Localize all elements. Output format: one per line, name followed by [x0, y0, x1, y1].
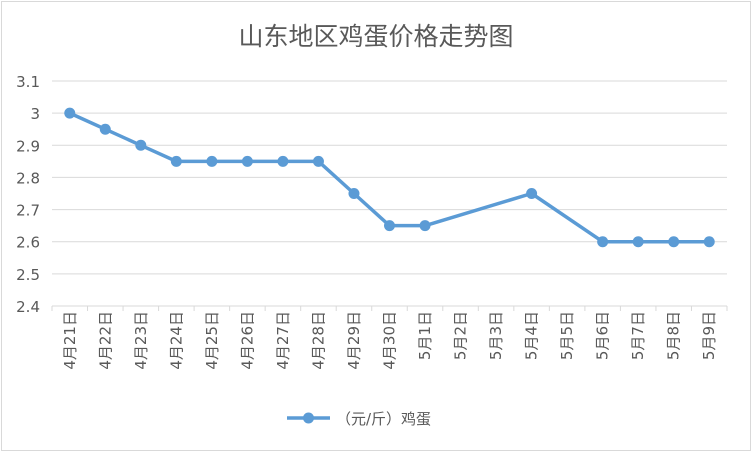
y-tick-label: 2.7: [16, 202, 40, 220]
data-point: [703, 236, 715, 248]
data-point: [312, 155, 324, 167]
x-tick-label: 4月24日: [167, 311, 185, 370]
data-point: [668, 236, 680, 248]
y-tick-label: 2.5: [16, 266, 40, 284]
x-tick-label: 4月26日: [238, 311, 256, 370]
legend-label: （元/斤）鸡蛋: [336, 410, 431, 428]
series-group: [64, 107, 715, 248]
y-tick-label: 2.6: [16, 234, 40, 252]
x-tick-label: 4月27日: [274, 311, 292, 370]
chart-title: 山东地区鸡蛋价格走势图: [238, 22, 513, 51]
x-tick-label: 5月7日: [629, 311, 647, 360]
data-point: [419, 220, 431, 232]
y-tick-label: 3.1: [16, 73, 40, 91]
x-tick-label: 4月23日: [132, 311, 150, 370]
x-tick-label: 4月30日: [381, 311, 399, 370]
legend: （元/斤）鸡蛋: [287, 410, 431, 428]
data-point: [632, 236, 644, 248]
x-tick-label: 5月3日: [487, 311, 505, 360]
data-point: [384, 220, 395, 232]
data-point: [99, 123, 111, 135]
data-point: [348, 188, 360, 199]
data-point: [170, 155, 182, 167]
x-tick-label: 5月8日: [665, 311, 683, 360]
data-point: [64, 107, 76, 119]
series-line: [69, 111, 710, 244]
x-tick-label: 5月4日: [523, 311, 541, 360]
x-tick-label: 5月9日: [700, 311, 718, 360]
x-tick-label: 4月21日: [61, 311, 79, 370]
data-point: [597, 236, 609, 248]
y-tick-label: 3: [30, 105, 40, 123]
x-tick-label: 4月22日: [96, 311, 114, 370]
legend-marker: [303, 412, 314, 424]
x-tick-label: 5月1日: [416, 311, 434, 360]
x-tick-label: 5月6日: [594, 311, 612, 360]
gridlines: [51, 80, 728, 311]
x-tick-label: 4月28日: [309, 311, 327, 370]
y-tick-label: 2.8: [16, 169, 40, 187]
x-tick-label: 5月2日: [452, 311, 470, 360]
data-point: [135, 139, 147, 151]
data-point: [277, 155, 289, 167]
y-tick-label: 2.4: [16, 298, 40, 316]
data-point: [526, 188, 538, 199]
data-point: [206, 155, 218, 167]
y-axis-ticks: 2.4 2.5 2.6 2.7 2.8 2.9 3 3.1: [16, 73, 40, 316]
y-tick-label: 2.9: [16, 137, 40, 155]
x-tick-label: 5月5日: [558, 311, 576, 360]
x-tick-label: 4月29日: [345, 311, 363, 370]
x-tick-label: 4月25日: [203, 311, 221, 370]
data-point: [241, 155, 253, 167]
x-axis-ticks: 4月21日 4月22日 4月23日 4月24日 4月25日 4月26日 4月27日 4月28日…: [61, 311, 718, 370]
